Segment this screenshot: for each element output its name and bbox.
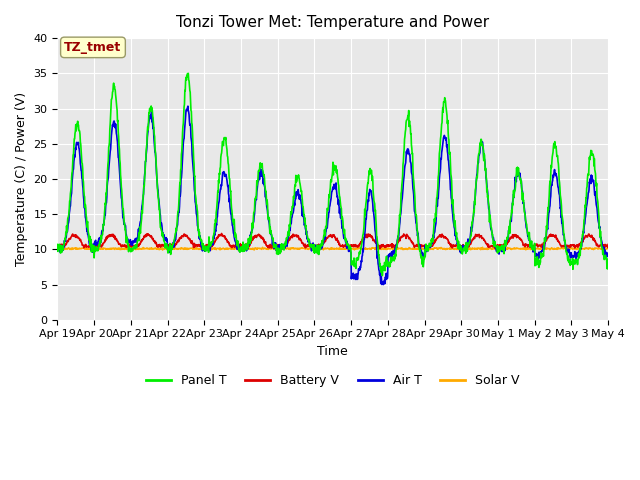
Panel T	[604, 266, 612, 272]
Air T	[176, 193, 184, 199]
Panel T	[491, 239, 499, 244]
Battery V	[540, 240, 547, 246]
Air T	[184, 103, 192, 109]
Battery V	[604, 241, 612, 247]
Solar V	[238, 245, 246, 251]
Title: Tonzi Tower Met: Temperature and Power: Tonzi Tower Met: Temperature and Power	[176, 15, 490, 30]
Battery V	[54, 243, 61, 249]
Air T	[419, 253, 427, 259]
Panel T	[378, 273, 386, 278]
Solar V	[491, 245, 499, 251]
Battery V	[218, 230, 225, 236]
Solar V	[177, 246, 184, 252]
Solar V	[540, 245, 547, 251]
Legend: Panel T, Battery V, Air T, Solar V: Panel T, Battery V, Air T, Solar V	[141, 370, 525, 392]
Air T	[540, 243, 547, 249]
Air T	[604, 252, 612, 258]
Air T	[54, 247, 61, 253]
Solar V	[604, 246, 612, 252]
Solar V	[313, 244, 321, 250]
Battery V	[491, 244, 499, 250]
Solar V	[163, 246, 171, 252]
Battery V	[419, 244, 427, 250]
Line: Panel T: Panel T	[58, 73, 608, 276]
Panel T	[54, 241, 61, 247]
Air T	[238, 248, 246, 253]
Panel T	[419, 263, 427, 269]
Line: Battery V: Battery V	[58, 233, 608, 249]
Text: TZ_tmet: TZ_tmet	[65, 41, 122, 54]
Solar V	[419, 246, 427, 252]
Air T	[491, 241, 499, 247]
X-axis label: Time: Time	[317, 345, 348, 358]
Panel T	[184, 71, 192, 76]
Panel T	[176, 180, 184, 185]
Y-axis label: Temperature (C) / Power (V): Temperature (C) / Power (V)	[15, 92, 28, 266]
Battery V	[238, 243, 246, 249]
Line: Solar V: Solar V	[58, 247, 608, 250]
Battery V	[163, 242, 170, 248]
Air T	[378, 282, 386, 288]
Solar V	[54, 246, 61, 252]
Panel T	[163, 241, 170, 247]
Panel T	[540, 253, 547, 259]
Panel T	[238, 244, 246, 250]
Solar V	[159, 247, 166, 253]
Battery V	[376, 246, 384, 252]
Battery V	[176, 235, 184, 241]
Air T	[163, 238, 170, 244]
Line: Air T: Air T	[58, 106, 608, 285]
